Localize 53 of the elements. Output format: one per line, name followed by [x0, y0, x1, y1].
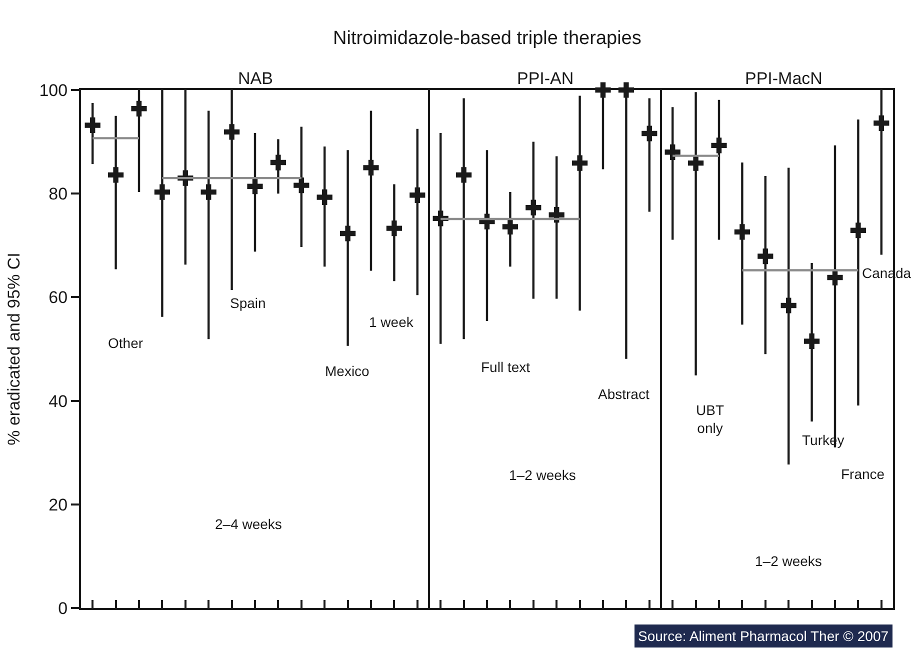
- point: [84, 117, 100, 134]
- point: [780, 298, 796, 314]
- source-note: Source: Aliment Pharmacol Ther © 2007: [638, 628, 889, 644]
- annotation: Full text: [481, 359, 530, 375]
- point: [572, 155, 588, 171]
- point: [200, 184, 216, 200]
- point: [548, 207, 564, 223]
- annotation: 1 week: [369, 314, 414, 330]
- point: [340, 226, 356, 242]
- point: [827, 270, 843, 286]
- point: [247, 178, 263, 194]
- text: Nitroimidazole-based triple therapies: [333, 28, 642, 49]
- text: NAB: [238, 69, 273, 88]
- annotation: UBT only: [696, 402, 724, 436]
- point: [526, 200, 542, 216]
- y-tick-label: 60: [48, 288, 68, 308]
- point: [154, 184, 170, 200]
- annotation: France: [841, 466, 885, 482]
- annotation: 1–2 weeks: [509, 467, 576, 483]
- y-tick-label: 80: [48, 184, 68, 204]
- y-tick-label: 100: [39, 80, 68, 100]
- point: [270, 154, 286, 170]
- annotation: 1–2 weeks: [755, 553, 822, 569]
- annotation: 2–4 weeks: [215, 516, 282, 532]
- point: [664, 144, 680, 160]
- point: [363, 160, 379, 176]
- annotation: Spain: [230, 295, 266, 311]
- point: [456, 167, 472, 183]
- point: [294, 178, 310, 194]
- point: [758, 248, 774, 264]
- annotation: Other: [108, 335, 144, 351]
- point: [410, 187, 426, 203]
- point: [850, 222, 866, 238]
- annotation: Abstract: [598, 386, 650, 402]
- point: [874, 115, 890, 131]
- point: [316, 189, 332, 206]
- point: [131, 100, 147, 116]
- point: [688, 155, 704, 171]
- point: [108, 167, 124, 183]
- point: [734, 224, 750, 240]
- point: [224, 124, 240, 140]
- y-tick-label: 40: [48, 392, 68, 411]
- y-axis-title: % eradicated and 95% CI: [4, 252, 24, 446]
- y-tick-label: 0: [58, 598, 68, 618]
- text: PPI-MacN: [745, 69, 822, 88]
- text: PPI-AN: [517, 69, 574, 88]
- annotation: Mexico: [325, 363, 370, 379]
- point: [711, 138, 727, 154]
- point: [386, 220, 402, 236]
- point: [804, 333, 820, 350]
- point: [502, 218, 518, 235]
- y-tick-label: 20: [48, 495, 68, 514]
- point: [642, 126, 658, 142]
